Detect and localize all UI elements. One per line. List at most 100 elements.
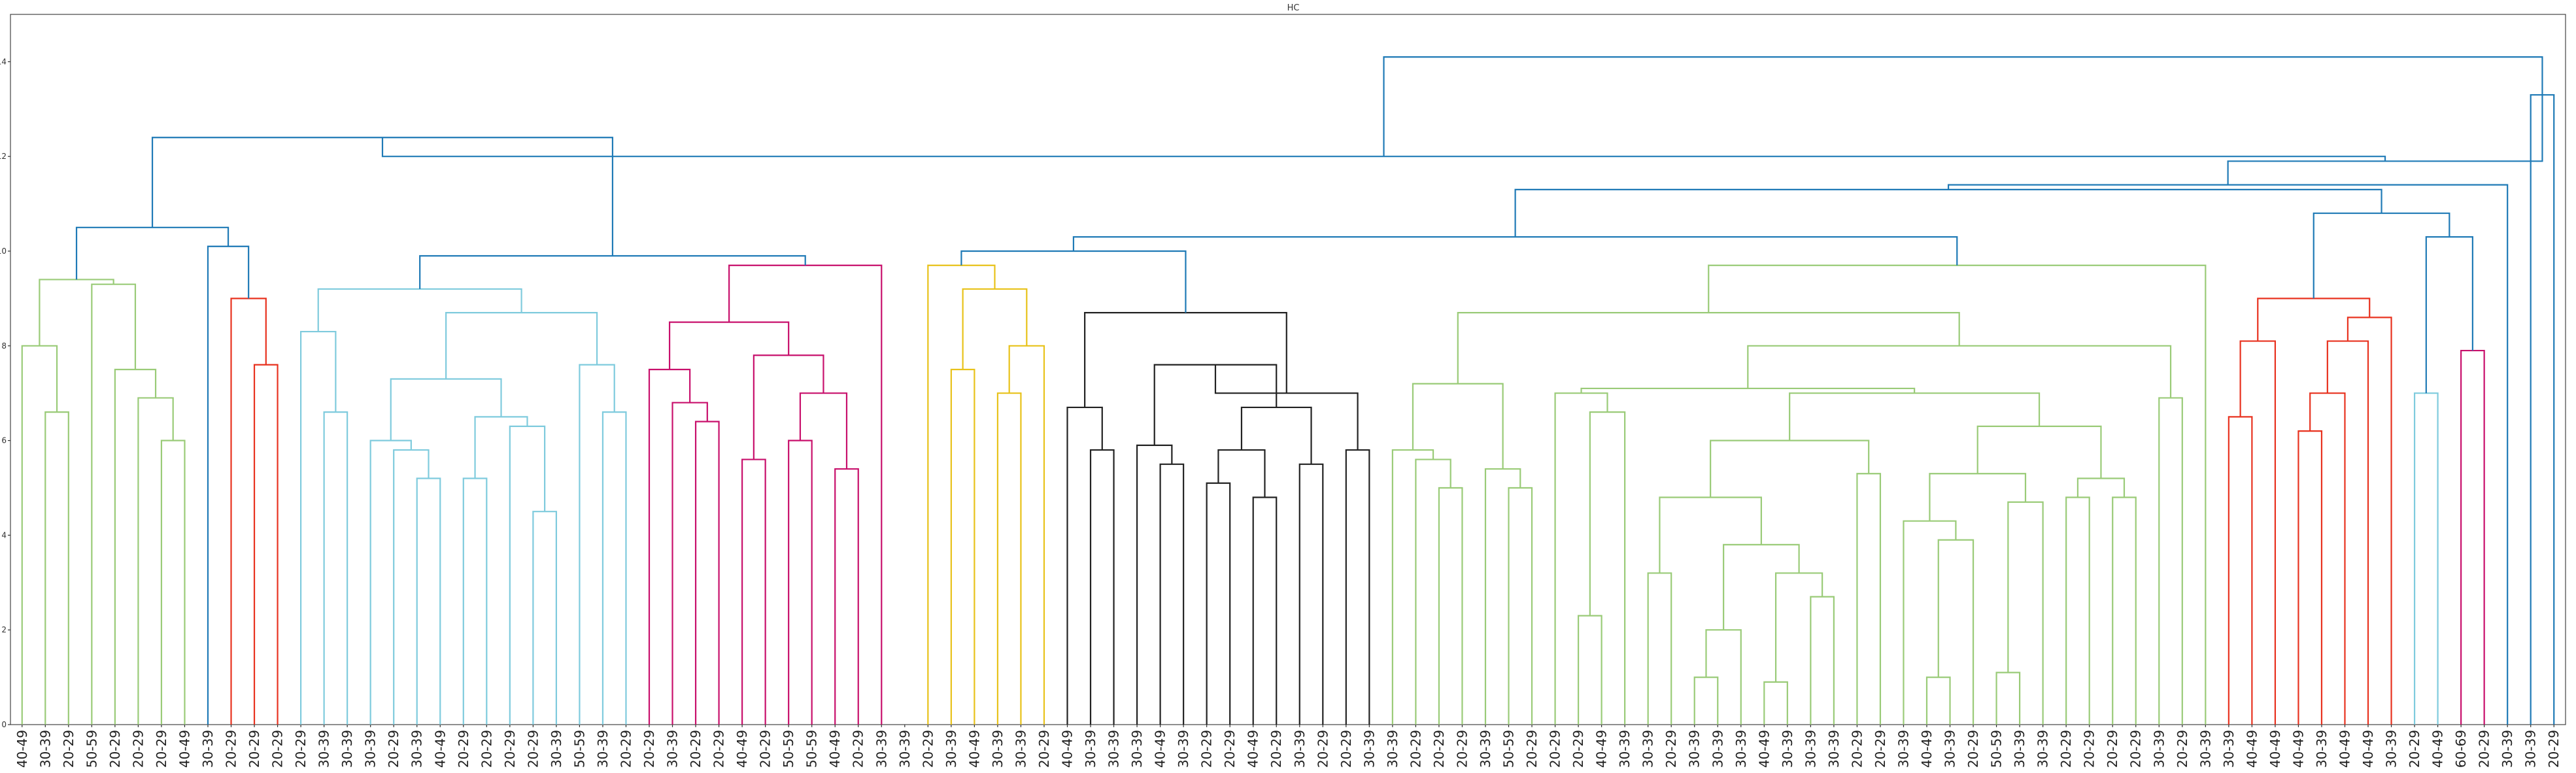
x-tick-label: 30-39 (1617, 730, 1633, 768)
x-tick-label: 20-29 (2477, 730, 2492, 768)
y-tick-label: 4 (1, 530, 7, 540)
x-tick-label: 20-29 (1408, 730, 1423, 768)
x-tick-label: 40-49 (2337, 730, 2352, 768)
x-tick-label: 30-39 (873, 730, 889, 768)
dendrogram-link (1415, 458, 1451, 725)
dendrogram-link (2065, 496, 2090, 725)
x-tick-label: 40-49 (966, 730, 982, 768)
x-tick-label: 30-39 (1176, 730, 1191, 768)
dendrogram-link (1345, 449, 1370, 725)
dendrogram-link (1514, 188, 2382, 237)
x-tick-label: 20-29 (224, 730, 239, 768)
dendrogram-link (1412, 383, 1504, 470)
x-tick-label: 40-49 (2267, 730, 2283, 768)
dendrogram-link (2257, 298, 2371, 341)
dendrogram-link (1903, 520, 1957, 725)
dendrogram-link (1066, 406, 1103, 725)
chart-title: HC (1287, 3, 1300, 13)
y-tick-label: 12 (0, 152, 7, 161)
x-tick-label: 20-29 (711, 730, 727, 768)
x-tick-label: 30-39 (595, 730, 611, 768)
y-tick-label: 2 (1, 625, 7, 634)
x-tick-label: 20-29 (502, 730, 518, 768)
dendrogram-link (2227, 95, 2543, 185)
dendrogram-link (799, 392, 848, 470)
dendrogram-link (1206, 482, 1231, 725)
x-tick-label: 30-39 (1780, 730, 1795, 768)
dendrogram-link (1693, 676, 1719, 725)
x-tick-label: 30-39 (363, 730, 379, 768)
dendrogram-link (1008, 345, 1045, 725)
dendrogram-link (1383, 56, 2543, 157)
dendrogram-link (419, 255, 806, 289)
x-tick-label: 20-29 (1965, 730, 1981, 768)
x-tick-label: 20-29 (107, 730, 123, 768)
dendrogram-link (299, 330, 337, 725)
dendrogram-link (1995, 672, 2021, 725)
dendrogram-link (207, 245, 250, 725)
dendrogram-link (1391, 449, 1434, 725)
x-tick-label: 20-29 (2175, 730, 2190, 768)
dendrogram-link (1298, 463, 1324, 725)
dendrogram-link (2112, 496, 2137, 725)
x-tick-label: 40-49 (14, 730, 30, 768)
x-tick-label: 20-29 (456, 730, 471, 768)
x-tick-label: 20-29 (525, 730, 541, 768)
x-tick-label: 20-29 (1268, 730, 1284, 768)
x-tick-label: 20-29 (293, 730, 309, 768)
dendrogram-link (1810, 596, 1835, 725)
dendrogram-link (2007, 501, 2044, 725)
dendrogram-link (44, 411, 69, 725)
x-axis: 40-49 30-39 20-29 50-59 20-29 20-29 20-29 40-49… (14, 725, 2562, 768)
x-tick-label: 40-49 (827, 730, 843, 768)
x-tick-label: 30-39 (1826, 730, 1842, 768)
x-tick-label: 30-39 (2500, 730, 2515, 768)
x-tick-label: 20-29 (2082, 730, 2097, 768)
x-tick-label: 20-29 (246, 730, 262, 768)
dendrogram-link (532, 511, 557, 725)
y-axis: 0 2 4 6 8 10 12 14 (0, 57, 10, 729)
x-tick-label: 20-29 (479, 730, 494, 768)
x-tick-label: 30-39 (200, 730, 216, 768)
x-tick-label: 50-59 (1989, 730, 2005, 768)
dendrogram-link (445, 312, 598, 379)
x-tick-label: 20-29 (1663, 730, 1679, 768)
dendrogram-link (1937, 539, 1974, 725)
x-tick-label: 40-49 (2430, 730, 2446, 768)
x-tick-label: 30-39 (316, 730, 332, 768)
x-tick-label: 50-59 (804, 730, 820, 768)
x-tick-label: 30-39 (1361, 730, 1377, 768)
dendrogram-link (2297, 430, 2323, 725)
dendrogram-link (230, 298, 267, 725)
dendrogram-link (1159, 463, 1185, 725)
dendrogram-link (834, 468, 859, 725)
dendrogram-link (1659, 496, 1762, 574)
x-tick-label: 40-49 (2290, 730, 2306, 768)
x-tick-label: 20-29 (618, 730, 634, 768)
x-tick-label: 30-39 (2035, 730, 2051, 768)
x-tick-label: 30-39 (2221, 730, 2237, 768)
x-tick-label: 30-39 (943, 730, 959, 768)
dendrogram-link (21, 345, 58, 725)
dendrogram-link (1438, 487, 1463, 725)
x-tick-label: 30-39 (409, 730, 425, 768)
x-tick-label: 20-29 (1338, 730, 1354, 768)
x-tick-label: 20-29 (1036, 730, 1052, 768)
y-tick-label: 8 (1, 341, 7, 351)
y-tick-label: 10 (0, 247, 7, 256)
x-tick-label: 20-29 (2407, 730, 2422, 768)
dendrogram-link (1929, 473, 2027, 521)
dendrogram-link (2158, 397, 2183, 725)
dendrogram-link (1508, 487, 1533, 725)
dendrogram-link (1577, 615, 1602, 725)
dendrogram-links (21, 56, 2555, 725)
dendrogram-link (671, 402, 708, 725)
x-tick-label: 20-29 (1849, 730, 1865, 768)
x-tick-label: 30-39 (2384, 730, 2399, 768)
dendrogram-link (416, 477, 441, 725)
x-tick-label: 30-39 (1478, 730, 1493, 768)
x-tick-label: 30-39 (1013, 730, 1028, 768)
dendrogram-link (2413, 392, 2439, 725)
dendrogram-link (1089, 449, 1115, 725)
dendrogram-link (2530, 94, 2555, 725)
